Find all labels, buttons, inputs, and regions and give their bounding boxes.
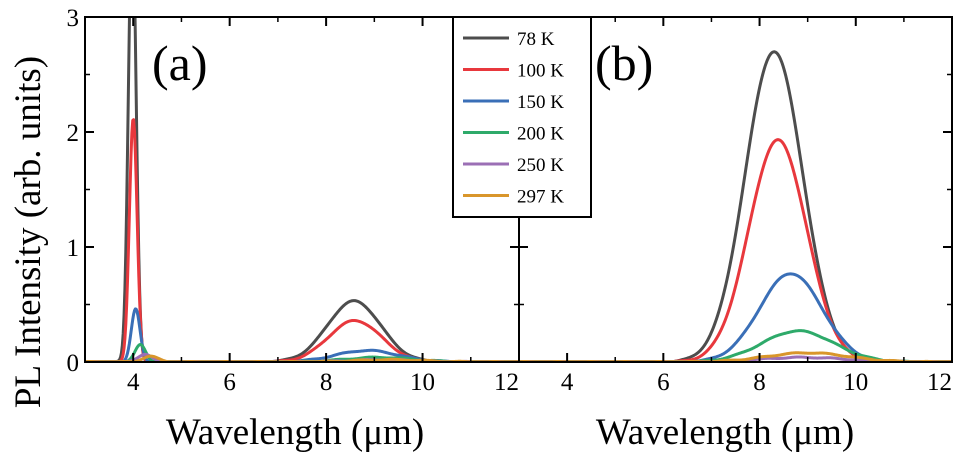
x-tick-label-a-4: 4 (127, 369, 140, 396)
legend-label-200k: 200 K (517, 124, 564, 145)
x-tick-label-b-6: 6 (657, 369, 670, 396)
x-tick-label-b-4: 4 (561, 369, 574, 396)
legend-box (452, 16, 592, 218)
y-tick-label-3: 3 (67, 5, 80, 32)
y-axis-title: PL Intensity (arb. units) (8, 56, 49, 408)
x-axis-title-b: Wavelength (μm) (596, 412, 854, 453)
y-tick-label-2: 2 (67, 120, 80, 147)
legend-label-250k: 250 K (517, 155, 564, 176)
panel-label-b: (b) (595, 35, 653, 91)
legend-label-297k: 297 K (517, 187, 564, 208)
x-tick-label-a-12: 12 (494, 369, 519, 396)
x-tick-label-a-6: 6 (223, 369, 236, 396)
x-tick-label-a-10: 10 (410, 369, 435, 396)
y-tick-label-1: 1 (67, 235, 80, 262)
series-line-b-200k (519, 329, 952, 362)
x-tick-label-b-8: 8 (753, 369, 766, 396)
x-tick-label-b-10: 10 (843, 369, 868, 396)
x-tick-label-a-8: 8 (320, 369, 333, 396)
legend-label-150k: 150 K (517, 92, 564, 113)
x-axis-title-a: Wavelength (μm) (166, 412, 424, 453)
legend-label-100k: 100 K (517, 61, 564, 82)
y-tick-label-0: 0 (67, 350, 80, 377)
legend-label-78k: 78 K (517, 29, 555, 50)
x-tick-label-b-12: 12 (927, 369, 952, 396)
legend: 78 K 100 K 150 K 200 K 250 K 297 K (452, 16, 592, 218)
panel-label-a: (a) (152, 35, 208, 91)
